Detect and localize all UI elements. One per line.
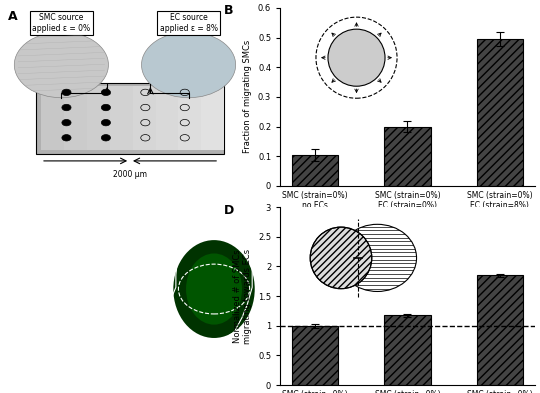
Text: EC source
applied ε = 8%: EC source applied ε = 8% bbox=[160, 13, 218, 33]
Circle shape bbox=[102, 134, 111, 141]
Bar bbox=[384, 127, 430, 186]
Text: A: A bbox=[8, 10, 18, 23]
Text: 2000 μm: 2000 μm bbox=[114, 209, 146, 215]
Bar bbox=[64, 86, 87, 150]
Bar bbox=[477, 39, 523, 186]
Bar bbox=[133, 86, 156, 150]
Text: SMC source
applied ε = 0%: SMC source applied ε = 0% bbox=[32, 13, 90, 33]
Circle shape bbox=[102, 119, 111, 126]
Y-axis label: Normalized # of SMCs
migrating towards ECs: Normalized # of SMCs migrating towards E… bbox=[233, 249, 253, 344]
Bar bbox=[178, 86, 201, 150]
Circle shape bbox=[62, 119, 71, 126]
Bar bbox=[477, 275, 523, 385]
Text: SMC: SMC bbox=[29, 367, 48, 376]
Circle shape bbox=[62, 104, 71, 111]
Circle shape bbox=[141, 32, 235, 98]
Circle shape bbox=[102, 89, 111, 95]
Text: 2000 μm: 2000 μm bbox=[113, 361, 145, 367]
Bar bbox=[292, 155, 338, 186]
Ellipse shape bbox=[186, 253, 242, 325]
Bar bbox=[110, 86, 133, 150]
Bar bbox=[384, 315, 430, 385]
Text: D: D bbox=[224, 204, 234, 217]
Bar bbox=[41, 86, 219, 150]
Text: B: B bbox=[224, 4, 234, 17]
Text: C: C bbox=[8, 209, 17, 222]
Bar bbox=[292, 326, 338, 385]
Circle shape bbox=[62, 89, 71, 95]
Circle shape bbox=[102, 104, 111, 111]
Bar bbox=[87, 86, 110, 150]
Y-axis label: Fraction of migrating SMCs: Fraction of migrating SMCs bbox=[244, 40, 252, 153]
Bar bbox=[41, 86, 64, 150]
Bar bbox=[156, 86, 178, 150]
Text: EC: EC bbox=[213, 367, 225, 376]
Text: 2000 μm: 2000 μm bbox=[113, 170, 147, 179]
Circle shape bbox=[14, 32, 109, 98]
Ellipse shape bbox=[173, 240, 255, 338]
Bar bbox=[201, 86, 224, 150]
Circle shape bbox=[62, 134, 71, 141]
Bar bbox=[36, 83, 224, 154]
